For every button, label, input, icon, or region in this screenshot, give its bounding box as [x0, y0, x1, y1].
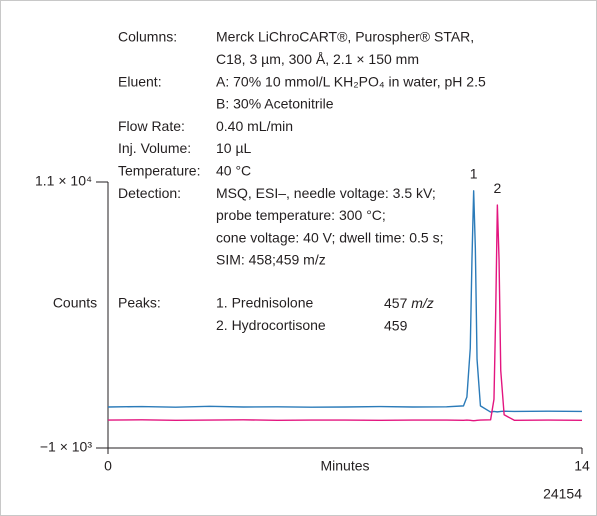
condition-value: 10 µL — [216, 140, 252, 156]
figure-id: 24154 — [543, 486, 582, 502]
condition-value: MSQ, ESI–, needle voltage: 3.5 kV; — [216, 185, 436, 201]
x-tick-label: 14 — [574, 458, 590, 474]
condition-value: C18, 3 µm, 300 Å, 2.1 × 150 mm — [216, 51, 419, 67]
condition-label: Columns: — [118, 29, 177, 45]
peak-name: 2. Hydrocortisone — [216, 317, 326, 333]
condition-value: probe temperature: 300 °C; — [216, 207, 386, 223]
peaks-label: Peaks: — [118, 295, 161, 311]
peak-mz-unit: m/z — [411, 295, 434, 311]
y-tick-label: −1 × 10³ — [40, 439, 92, 455]
series-line — [107, 190, 583, 413]
x-axis-label: Minutes — [320, 458, 369, 474]
condition-value: Merck LiChroCART®, Purospher® STAR, — [216, 29, 474, 45]
condition-label: Inj. Volume: — [118, 140, 191, 156]
peak-mz-value: 459 — [384, 317, 408, 333]
condition-value: A: 70% 10 mmol/L KH₂PO₄ in water, pH 2.5 — [216, 73, 486, 89]
condition-value: 0.40 mL/min — [216, 118, 293, 134]
x-tick-label: 0 — [104, 458, 112, 474]
peak-annotation: 1 — [470, 166, 478, 182]
y-tick-label: 1.1 × 10⁴ — [35, 173, 92, 189]
condition-value: 40 °C — [216, 163, 251, 179]
peak-annotation: 2 — [493, 180, 501, 196]
condition-value: B: 30% Acetonitrile — [216, 96, 334, 112]
condition-label: Eluent: — [118, 73, 162, 89]
peak-name: 1. Prednisolone — [216, 295, 314, 311]
condition-label: Flow Rate: — [118, 118, 185, 134]
series-line — [107, 204, 583, 422]
peak-mz: 457 m/z — [384, 295, 434, 311]
condition-label: Detection: — [118, 185, 181, 201]
peak-mz: 459 — [384, 317, 408, 333]
condition-value: SIM: 458;459 m/z — [216, 252, 326, 268]
condition-label: Temperature: — [118, 163, 200, 179]
y-axis-label: Counts — [53, 295, 97, 311]
peak-mz-value: 457 — [384, 295, 408, 311]
condition-value: cone voltage: 40 V; dwell time: 0.5 s; — [216, 229, 444, 245]
